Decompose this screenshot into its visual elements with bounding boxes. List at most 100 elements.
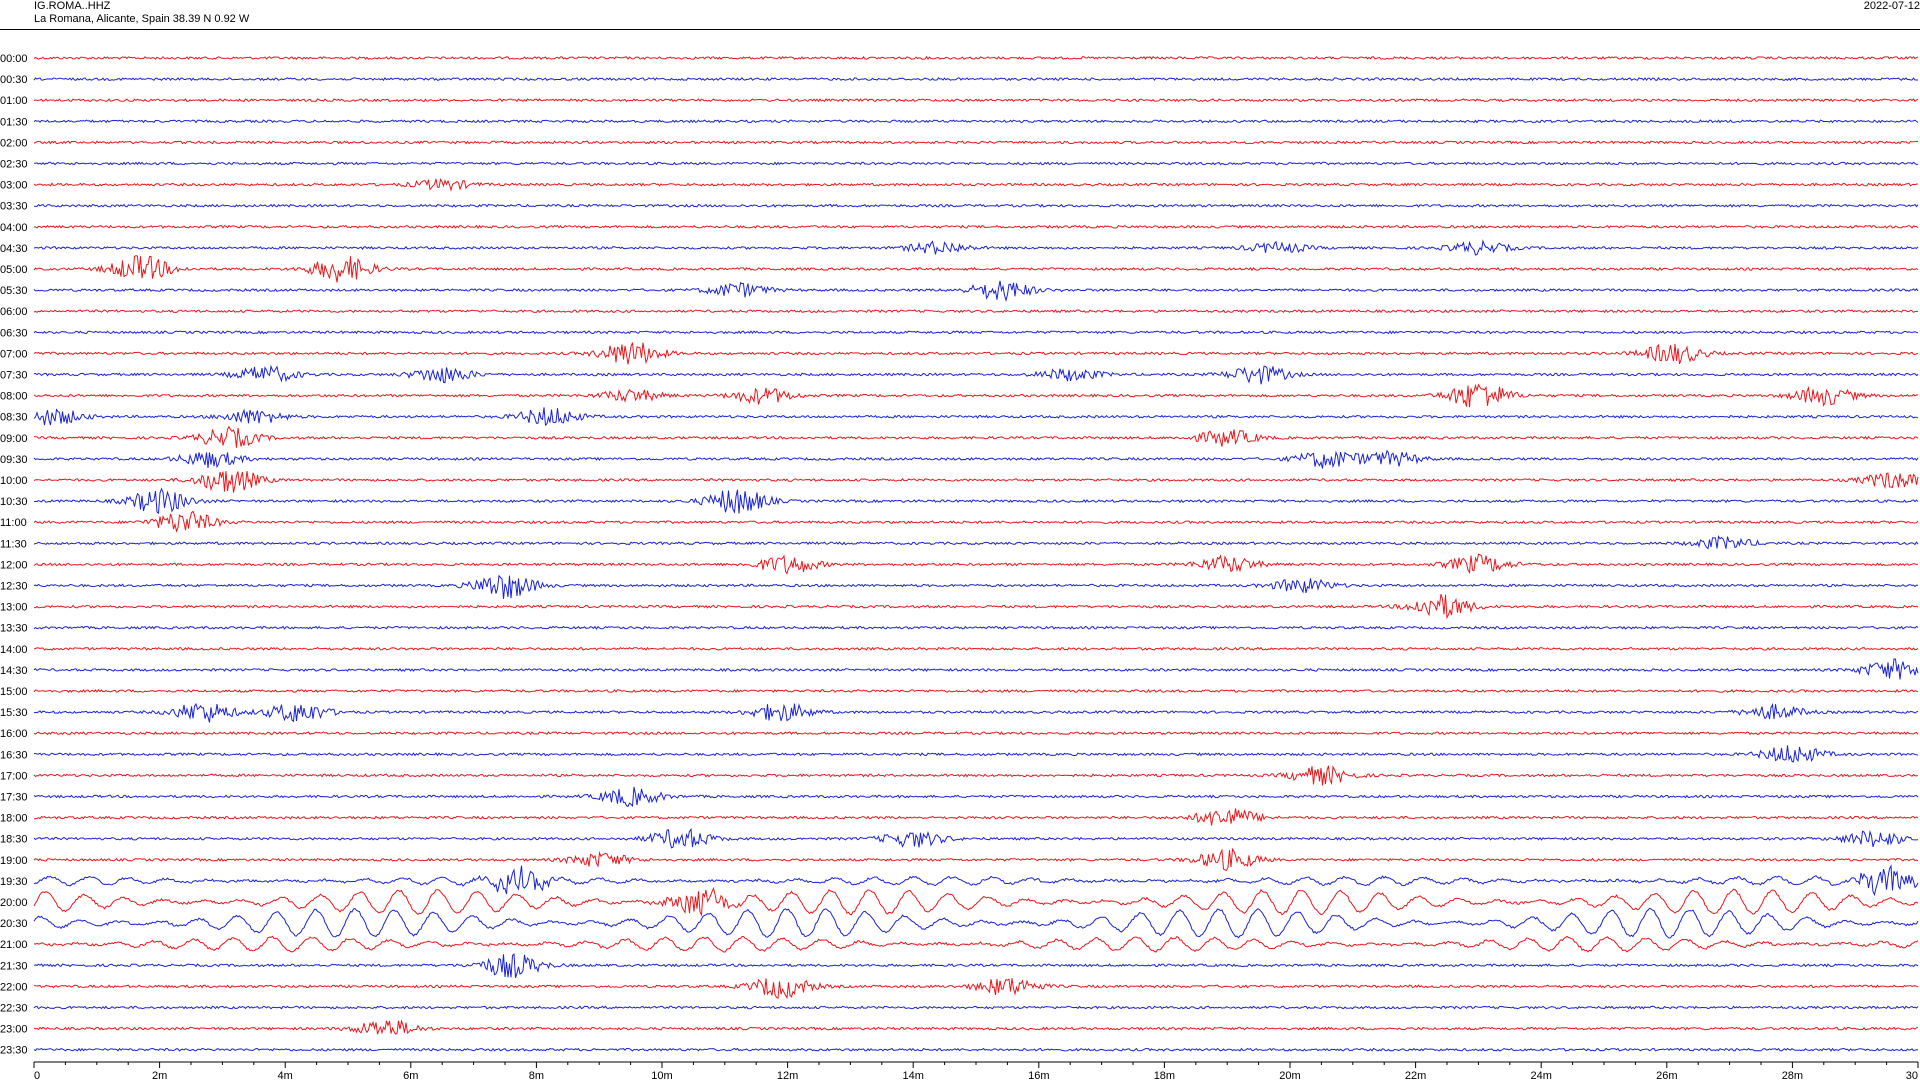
trace-1000: [33, 471, 1919, 493]
trace-0630: [33, 330, 1919, 335]
x-tick-label: 0: [34, 1070, 40, 1080]
trace-1630: [33, 745, 1919, 763]
row-label: 22:00: [0, 981, 28, 993]
x-tick-label: 2m: [152, 1070, 167, 1080]
trace-2330: [33, 1047, 1919, 1052]
row-label: 09:00: [0, 433, 28, 445]
x-tick-label: 22m: [1405, 1070, 1426, 1080]
station-code: IG.ROMA..HHZ: [34, 0, 111, 12]
row-label: 06:00: [0, 306, 28, 318]
trace-0100: [33, 98, 1919, 103]
trace-1800: [33, 808, 1919, 826]
x-tick-label: 28m: [1782, 1070, 1803, 1080]
row-label: 16:00: [0, 728, 28, 740]
row-label: 04:30: [0, 243, 28, 255]
row-label: 05:00: [0, 264, 28, 276]
row-label: 07:30: [0, 370, 28, 382]
row-label: 07:00: [0, 348, 28, 360]
row-label: 17:30: [0, 792, 28, 804]
trace-0730: [33, 364, 1919, 385]
row-label: 20:30: [0, 918, 28, 930]
row-label: 23:30: [0, 1045, 28, 1057]
trace-0530: [33, 280, 1919, 303]
row-label: 10:30: [0, 496, 28, 508]
row-label: 18:00: [0, 813, 28, 825]
row-label: 02:00: [0, 137, 28, 149]
row-label: 19:00: [0, 855, 28, 867]
row-label: 22:30: [0, 1003, 28, 1015]
x-tick-label: 8m: [529, 1070, 544, 1080]
row-label: 20:00: [0, 897, 28, 909]
trace-1900: [33, 847, 1919, 871]
row-label: 14:00: [0, 644, 28, 656]
trace-1600: [33, 731, 1919, 736]
trace-2230: [33, 1005, 1919, 1010]
row-label: 13:00: [0, 602, 28, 614]
x-tick-label: 26m: [1656, 1070, 1677, 1080]
trace-0000: [33, 55, 1919, 60]
x-tick-label: 14m: [902, 1070, 923, 1080]
row-label: 03:00: [0, 180, 28, 192]
trace-0800: [33, 383, 1919, 408]
row-label: 00:00: [0, 53, 28, 65]
row-label: 00:30: [0, 74, 28, 86]
trace-0830: [33, 407, 1919, 427]
trace-2300: [33, 1019, 1919, 1035]
trace-0300: [33, 178, 1919, 192]
row-label-group: 00:00 00:30 01:00 01:30 02:00 02:30 03:00 03:30…: [0, 53, 28, 1057]
row-label: 12:30: [0, 581, 28, 593]
x-tick-label: 16m: [1028, 1070, 1049, 1080]
trace-0400: [33, 224, 1919, 229]
row-label: 21:30: [0, 960, 28, 972]
x-tick-label: 12m: [777, 1070, 798, 1080]
x-tick-label: 10m: [651, 1070, 672, 1080]
trace-0930: [33, 449, 1919, 469]
trace-0700: [33, 342, 1919, 365]
trace-0600: [33, 309, 1919, 314]
row-label: 11:30: [0, 538, 27, 550]
trace-1930: [33, 864, 1919, 897]
trace-1330: [33, 625, 1919, 630]
trace-1830: [33, 827, 1919, 849]
x-tick-label: 6m: [403, 1070, 418, 1080]
trace-1730: [33, 786, 1919, 808]
trace-2200: [33, 978, 1919, 1000]
row-label: 01:30: [0, 116, 28, 128]
x-tick-label: 20m: [1279, 1070, 1300, 1080]
row-label: 15:30: [0, 707, 28, 719]
row-label: 11:00: [0, 517, 27, 529]
row-label: 23:00: [0, 1024, 28, 1036]
x-tick-label: 4m: [278, 1070, 293, 1080]
row-label: 05:30: [0, 285, 28, 297]
row-label: 18:30: [0, 834, 28, 846]
row-label: 21:00: [0, 939, 28, 951]
x-tick-label: 24m: [1530, 1070, 1551, 1080]
row-label: 04:00: [0, 222, 28, 234]
trace-group: [33, 55, 1919, 1052]
trace-2030: [33, 907, 1919, 939]
row-label: 15:00: [0, 686, 28, 698]
trace-0500: [33, 255, 1919, 283]
row-label: 16:30: [0, 749, 28, 761]
row-label: 17:00: [0, 770, 28, 782]
trace-2130: [33, 953, 1919, 978]
trace-1530: [33, 702, 1919, 723]
trace-0130: [33, 119, 1919, 124]
x-tick-label: 18m: [1154, 1070, 1175, 1080]
header-rule: [0, 29, 1920, 30]
trace-1430: [33, 658, 1919, 680]
trace-1200: [33, 553, 1919, 575]
trace-1400: [33, 646, 1919, 651]
trace-1700: [33, 765, 1919, 786]
row-label: 08:30: [0, 412, 28, 424]
trace-0900: [33, 425, 1919, 448]
row-label: 12:00: [0, 559, 28, 571]
station-location: La Romana, Alicante, Spain 38.39 N 0.92 …: [34, 13, 250, 25]
trace-0430: [33, 239, 1919, 256]
row-label: 14:30: [0, 665, 28, 677]
row-label: 19:30: [0, 876, 28, 888]
x-axis: 0 2m 4m 6m 8m 10m 12m 14m 16m 18m 20m 22m 24m 26m 28m 3…: [33, 1061, 1919, 1080]
trace-0230: [33, 161, 1919, 166]
trace-1100: [33, 510, 1919, 533]
trace-0200: [33, 140, 1919, 145]
